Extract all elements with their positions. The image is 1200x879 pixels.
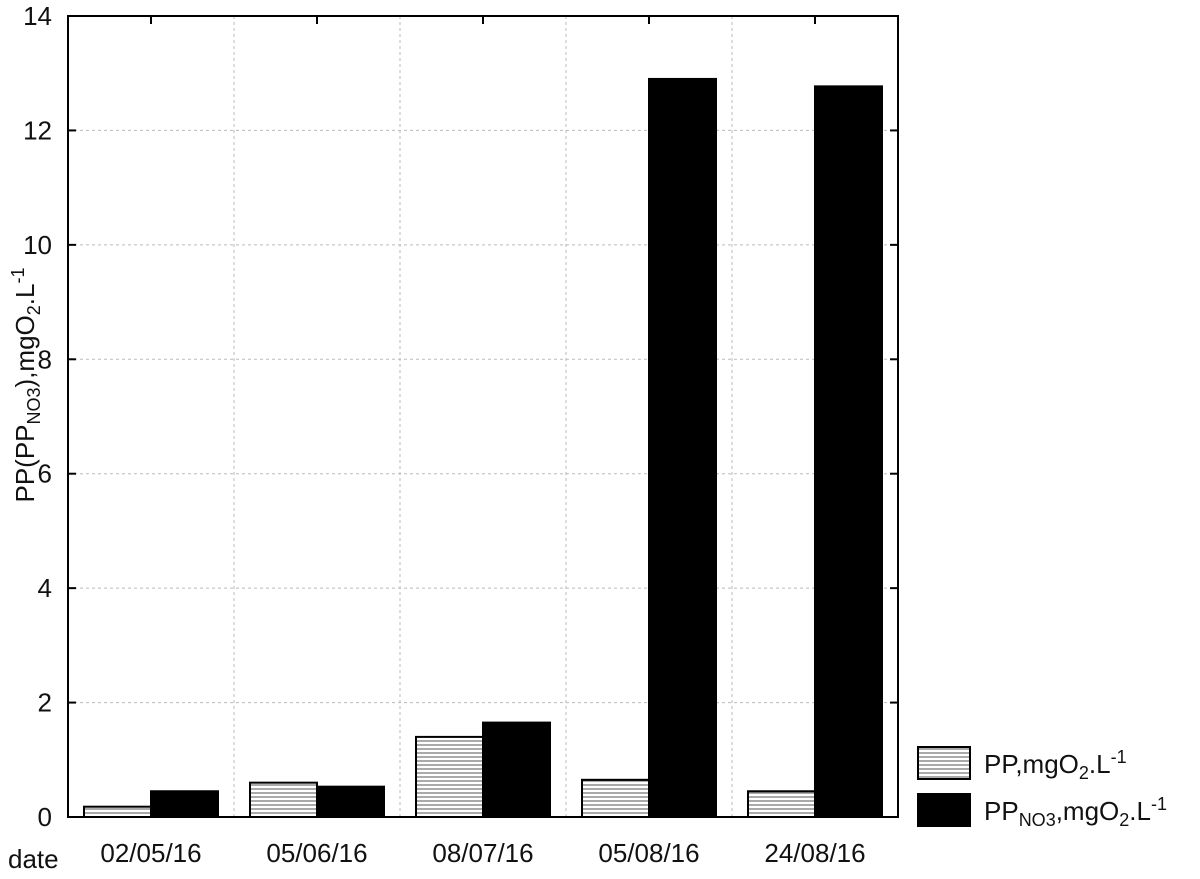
bar-pp-no3 (814, 85, 883, 818)
axis-ticks: 0 2 4 6 8 10 12 14 02/05/16 05/06/16 08/07/16 05/08… (23, 1, 898, 868)
legend-label-pp-no3: PPNO3,mgO2.L-1 (984, 794, 1167, 830)
x-axis-label: date (8, 844, 59, 874)
bar-pp (415, 735, 484, 819)
y-tick-label: 10 (23, 230, 52, 260)
y-axis-label: PP(PPNO3),mgO2.L-1 (8, 268, 44, 503)
y-tick-label: 14 (23, 1, 52, 31)
plot-area-frame (67, 15, 899, 818)
legend: PP,mgO2.L-1 PPNO3,mgO2.L-1 (917, 746, 1167, 830)
y-tick-label: 12 (23, 115, 52, 145)
grid-lines (68, 16, 898, 817)
legend-swatch-pp-no3 (917, 793, 971, 827)
bar-pp-no3 (316, 785, 385, 819)
legend-swatch-pp (917, 746, 971, 780)
y-axis-label-sub1: NO3 (24, 387, 44, 424)
y-tick-label: 0 (38, 802, 52, 832)
legend-label-pp: PP,mgO2.L-1 (984, 747, 1127, 783)
bar-pp (581, 778, 650, 819)
bar-pp (83, 805, 152, 818)
x-tick-label: 05/08/16 (598, 838, 699, 868)
x-tick-label: 02/05/16 (100, 838, 201, 868)
y-axis-label-part1: PP(PP (10, 424, 40, 502)
x-tick-label: 05/06/16 (266, 838, 367, 868)
bar-pp-no3 (648, 77, 717, 818)
bar-pp (747, 790, 816, 819)
y-tick-label: 2 (38, 688, 52, 718)
bar-pp (249, 781, 318, 819)
bar-pp-no3 (482, 721, 551, 819)
bars (83, 77, 883, 819)
y-axis-label-sup: -1 (8, 268, 28, 284)
x-tick-label: 24/08/16 (764, 838, 865, 868)
y-axis-label-part2: ),mgO (10, 315, 40, 387)
y-tick-label: 4 (38, 573, 52, 603)
y-axis-label-sub2: 2 (24, 305, 44, 315)
y-tick-label: 8 (38, 344, 52, 374)
x-tick-label: 08/07/16 (432, 838, 533, 868)
y-axis-label-part3: .L (10, 284, 40, 306)
y-tick-label: 6 (38, 459, 52, 489)
bar-pp-no3 (150, 790, 219, 819)
